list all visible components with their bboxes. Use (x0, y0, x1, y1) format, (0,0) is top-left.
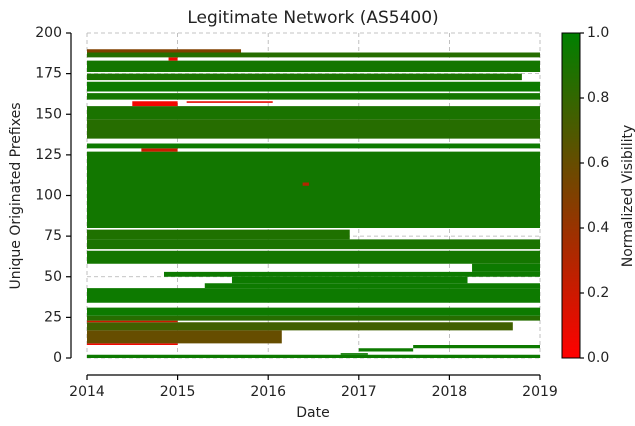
visibility-segment (141, 148, 178, 152)
chart-title: Legitimate Network (AS5400) (187, 8, 438, 28)
visibility-segment (87, 73, 522, 81)
visibility-segment (87, 93, 540, 100)
visibility-segment (87, 322, 513, 331)
visibility-segment (87, 60, 540, 72)
visibility-segment (87, 354, 540, 358)
y-tick-label: 150 (35, 106, 62, 122)
x-tick-label: 2019 (522, 384, 558, 400)
x-tick-label: 2015 (160, 384, 196, 400)
y-tick-label: 100 (35, 188, 62, 204)
visibility-segment (302, 182, 309, 186)
visibility-segment (340, 353, 368, 355)
visibility-segment (472, 263, 540, 272)
visibility-segment (87, 288, 540, 303)
visibility-segment (87, 52, 540, 58)
visibility-segment (87, 239, 540, 250)
colorbar-tick-label: 1.0 (587, 25, 609, 41)
y-tick-label: 50 (44, 269, 62, 285)
visibility-segment (358, 348, 414, 352)
visibility-segment (87, 151, 540, 228)
colorbar-label: Normalized Visibility (620, 125, 635, 268)
visibility-segment (87, 343, 178, 345)
visibility-segment (164, 271, 540, 277)
colorbar-tick-label: 0.8 (587, 90, 609, 106)
y-tick-label: 200 (35, 25, 62, 41)
x-tick-label: 2017 (341, 384, 377, 400)
x-axis-label: Date (296, 405, 329, 421)
visibility-segment (186, 101, 273, 103)
y-tick-label: 75 (44, 228, 62, 244)
visibility-segment (87, 315, 540, 321)
visibility-segment (87, 49, 242, 53)
colorbar-tick-label: 0.0 (587, 350, 609, 366)
visibility-segment (204, 283, 540, 289)
visibility-segment (87, 81, 540, 92)
visibility-segment (87, 119, 540, 139)
x-tick-label: 2014 (69, 384, 105, 400)
visibility-segment (87, 320, 178, 323)
visibility-segment (87, 250, 540, 264)
y-axis-label: Unique Originated Prefixes (8, 102, 24, 289)
visibility-segment (87, 307, 540, 316)
y-tick-label: 25 (44, 309, 62, 325)
visibility-segment (87, 229, 350, 240)
visibility-segment (168, 57, 178, 61)
visibility-segment (87, 106, 540, 120)
y-tick-label: 0 (53, 350, 62, 366)
colorbar-tick-label: 0.2 (587, 285, 609, 301)
visibility-segment (231, 276, 468, 284)
x-tick-label: 2016 (250, 384, 286, 400)
visibility-segment (87, 330, 282, 344)
visibility-segment (132, 101, 178, 107)
x-tick-label: 2018 (432, 384, 468, 400)
visibility-segment (413, 345, 540, 349)
colorbar-tick-label: 0.6 (587, 155, 609, 171)
visibility-segment (87, 143, 540, 149)
y-tick-label: 175 (35, 66, 62, 82)
colorbar (561, 32, 581, 359)
y-tick-label: 125 (35, 147, 62, 163)
colorbar-tick-label: 0.4 (587, 220, 609, 236)
